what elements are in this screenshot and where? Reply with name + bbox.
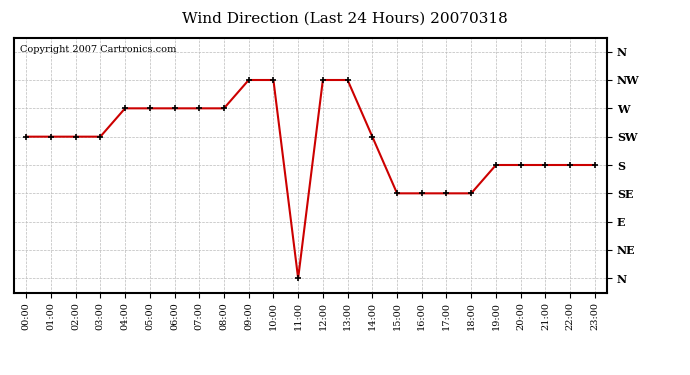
Text: Copyright 2007 Cartronics.com: Copyright 2007 Cartronics.com: [20, 45, 176, 54]
Text: Wind Direction (Last 24 Hours) 20070318: Wind Direction (Last 24 Hours) 20070318: [182, 11, 508, 25]
